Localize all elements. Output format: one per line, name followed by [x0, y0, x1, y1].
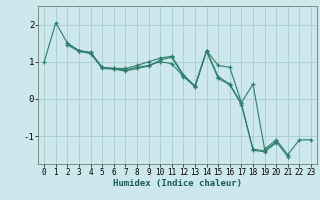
- X-axis label: Humidex (Indice chaleur): Humidex (Indice chaleur): [113, 179, 242, 188]
